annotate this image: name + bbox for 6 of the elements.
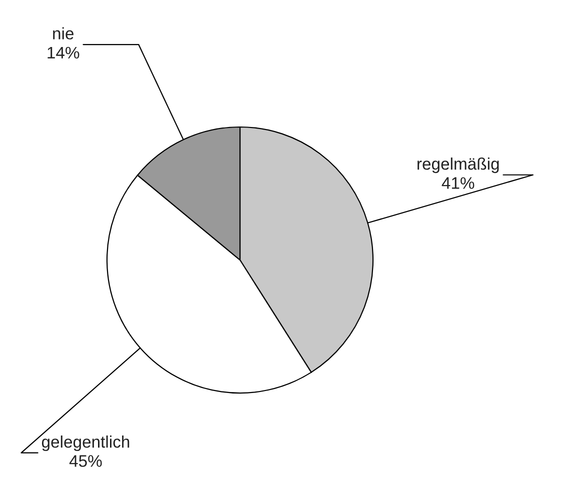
slice-label: nie bbox=[53, 27, 74, 40]
data-label: 41% bbox=[442, 177, 474, 189]
data-label: 14% bbox=[48, 46, 80, 59]
slice-label: regelmäßig bbox=[418, 158, 499, 174]
slice-label: gelegentlich bbox=[42, 436, 130, 452]
data-label: 45% bbox=[69, 455, 102, 467]
